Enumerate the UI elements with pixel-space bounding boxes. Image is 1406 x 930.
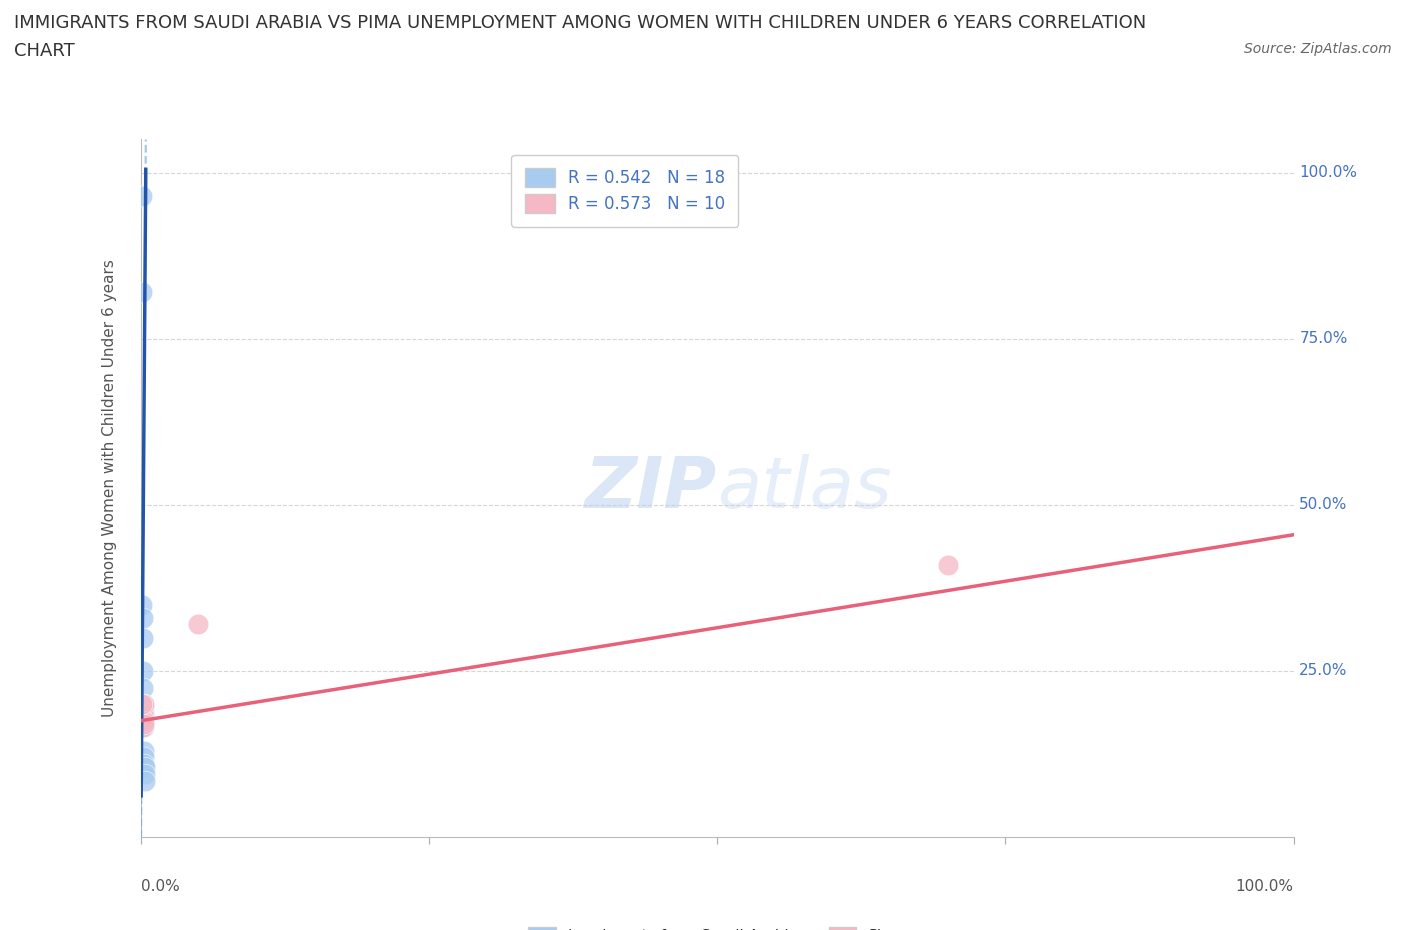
Point [134, 760, 156, 775]
Text: 75.0%: 75.0% [1299, 331, 1348, 346]
Y-axis label: Unemployment Among Women with Children Under 6 years: Unemployment Among Women with Children U… [103, 259, 117, 717]
Text: IMMIGRANTS FROM SAUDI ARABIA VS PIMA UNEMPLOYMENT AMONG WOMEN WITH CHILDREN UNDE: IMMIGRANTS FROM SAUDI ARABIA VS PIMA UNE… [14, 14, 1146, 32]
Point [134, 773, 156, 788]
Point [132, 700, 155, 715]
Point [131, 285, 153, 299]
Point [132, 750, 155, 764]
Point [131, 700, 153, 715]
Text: ZIP: ZIP [585, 454, 717, 523]
Legend: Immigrants from Saudi Arabia, Pima: Immigrants from Saudi Arabia, Pima [516, 914, 918, 930]
Point [936, 557, 959, 572]
Text: atlas: atlas [717, 454, 891, 523]
Point [132, 743, 155, 758]
Point [132, 631, 155, 645]
Point [132, 717, 155, 732]
Point [131, 697, 153, 711]
Text: 0.0%: 0.0% [141, 879, 180, 894]
Point [132, 713, 155, 728]
Point [132, 610, 155, 625]
Point [132, 697, 155, 711]
Point [132, 713, 155, 728]
Point [134, 766, 156, 781]
Text: 100.0%: 100.0% [1236, 879, 1294, 894]
Point [132, 707, 155, 722]
Text: CHART: CHART [14, 42, 75, 60]
Point [131, 597, 153, 612]
Point [132, 663, 155, 678]
Text: 100.0%: 100.0% [1299, 166, 1357, 180]
Point [132, 713, 155, 728]
Point [132, 720, 155, 735]
Point [132, 720, 155, 735]
Point [132, 680, 155, 695]
Text: 50.0%: 50.0% [1299, 498, 1348, 512]
Point [131, 189, 153, 204]
Point [132, 697, 155, 711]
Point [132, 707, 155, 722]
Text: Source: ZipAtlas.com: Source: ZipAtlas.com [1244, 42, 1392, 56]
Text: 25.0%: 25.0% [1299, 663, 1348, 678]
Point [187, 617, 209, 631]
Point [132, 756, 155, 771]
